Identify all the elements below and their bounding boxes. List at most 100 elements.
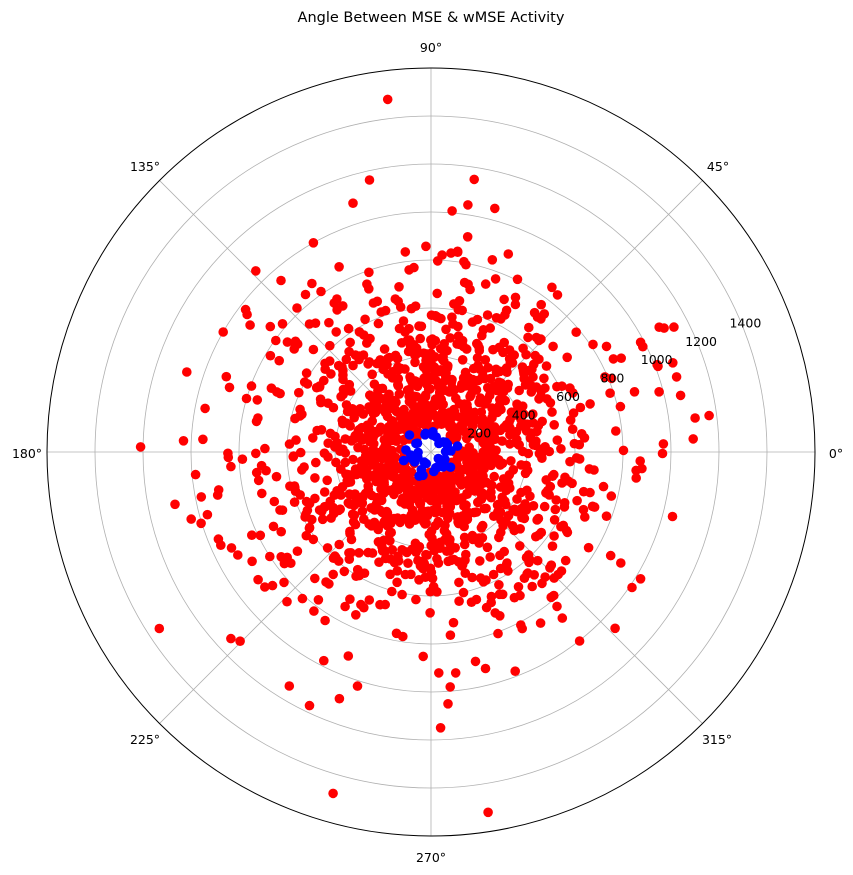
data-point-red xyxy=(528,501,539,511)
data-point-red xyxy=(484,390,495,401)
data-point-red xyxy=(502,367,512,378)
data-point-red xyxy=(659,323,669,333)
data-point-red xyxy=(364,175,375,185)
data-point-red xyxy=(667,511,678,522)
data-point-red xyxy=(367,369,378,380)
data-point-red xyxy=(409,509,420,519)
data-point-red xyxy=(457,305,468,316)
data-point-red xyxy=(247,530,257,540)
data-point-red xyxy=(690,413,700,423)
data-point-red xyxy=(658,439,669,449)
data-point-red xyxy=(477,520,488,531)
data-point-red xyxy=(419,513,430,523)
data-point-red xyxy=(284,439,295,449)
data-point-red xyxy=(394,389,405,399)
data-point-red xyxy=(282,337,293,347)
data-point-red xyxy=(320,364,331,375)
angular-gridline-45 xyxy=(430,180,703,453)
data-point-red xyxy=(224,382,235,393)
data-point-red xyxy=(345,337,356,348)
data-point-red xyxy=(446,555,456,566)
data-point-red xyxy=(415,482,426,493)
radial-tick-label: 1000 xyxy=(641,352,673,367)
data-point-red xyxy=(517,362,528,372)
data-point-red xyxy=(445,430,456,441)
data-point-red xyxy=(432,587,442,597)
data-point-red xyxy=(294,387,304,398)
data-point-red xyxy=(334,262,344,272)
data-point-red xyxy=(233,550,243,560)
data-point-red xyxy=(323,452,333,462)
data-point-red xyxy=(442,345,452,356)
data-point-red xyxy=(375,599,385,610)
data-point-red xyxy=(414,321,424,331)
data-point-red xyxy=(372,497,382,508)
data-point-red xyxy=(499,422,509,433)
data-point-red xyxy=(469,174,480,185)
data-point-red xyxy=(576,429,587,439)
data-point-red xyxy=(374,521,384,531)
data-point-red xyxy=(419,373,430,383)
data-point-red xyxy=(393,551,403,562)
data-point-red xyxy=(385,536,395,546)
data-point-red xyxy=(399,479,410,489)
data-point-red xyxy=(427,372,438,382)
data-point-red xyxy=(467,317,478,327)
data-point-red xyxy=(510,292,521,303)
data-point-red xyxy=(319,375,329,386)
data-point-red xyxy=(549,515,560,525)
data-point-red xyxy=(526,387,537,397)
data-point-red xyxy=(606,491,617,501)
data-point-red xyxy=(491,455,501,466)
data-point-red xyxy=(544,446,555,457)
data-point-red xyxy=(549,531,559,541)
data-point-red xyxy=(341,354,352,365)
data-point-red xyxy=(449,299,459,309)
data-point-red xyxy=(482,542,493,553)
data-point-red xyxy=(323,438,334,449)
data-point-red xyxy=(307,278,317,289)
data-point-red xyxy=(367,548,378,558)
radial-tick-label: 1400 xyxy=(729,315,761,330)
data-point-red xyxy=(504,354,515,364)
data-point-red xyxy=(446,413,457,423)
data-point-red xyxy=(548,341,558,352)
data-point-red xyxy=(186,514,196,524)
radial-tick-label: 600 xyxy=(556,389,580,404)
red-series xyxy=(135,94,714,818)
data-point-red xyxy=(348,360,358,371)
data-point-red xyxy=(565,415,576,425)
data-point-red xyxy=(302,505,313,516)
data-point-blue xyxy=(429,466,439,477)
data-point-red xyxy=(519,373,529,384)
data-point-red xyxy=(295,447,306,458)
polar-grid xyxy=(46,67,816,837)
data-point-red xyxy=(557,613,568,623)
data-point-red xyxy=(354,354,364,365)
angle-tick-label: 180° xyxy=(12,446,42,461)
data-point-red xyxy=(485,323,496,333)
data-point-red xyxy=(404,265,414,275)
data-point-red xyxy=(359,454,370,465)
data-point-red xyxy=(260,443,270,454)
data-point-red xyxy=(508,465,519,475)
data-point-red xyxy=(253,475,264,486)
data-point-red xyxy=(317,514,328,525)
data-point-blue xyxy=(431,432,442,442)
data-point-red xyxy=(404,323,414,334)
data-point-red xyxy=(368,408,379,419)
data-point-red xyxy=(364,267,374,278)
data-point-red xyxy=(253,574,263,585)
data-point-red xyxy=(336,391,346,402)
data-point-red xyxy=(218,327,228,337)
data-point-red xyxy=(532,555,543,566)
data-point-red xyxy=(550,504,561,515)
data-point-red xyxy=(255,530,266,541)
data-point-red xyxy=(441,324,451,335)
data-point-blue xyxy=(420,430,430,440)
data-point-red xyxy=(512,274,523,285)
data-point-red xyxy=(608,354,619,364)
data-point-red xyxy=(464,508,475,518)
data-point-red xyxy=(537,448,547,459)
